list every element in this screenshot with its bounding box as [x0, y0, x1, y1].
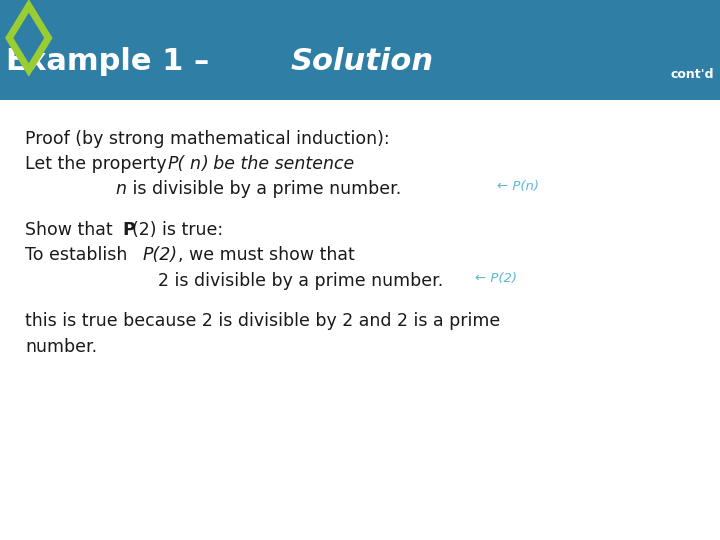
- Polygon shape: [5, 0, 53, 77]
- Text: ) be the sentence: ) be the sentence: [201, 155, 354, 173]
- Text: 2 is divisible by a prime number.: 2 is divisible by a prime number.: [158, 272, 444, 289]
- Text: ← P(2): ← P(2): [475, 272, 517, 285]
- Text: , we must show that: , we must show that: [178, 246, 354, 264]
- Text: Solution: Solution: [290, 48, 433, 77]
- Text: P(2): P(2): [143, 246, 178, 264]
- Text: n: n: [115, 180, 126, 198]
- FancyBboxPatch shape: [0, 0, 720, 100]
- Text: is divisible by a prime number.: is divisible by a prime number.: [127, 180, 401, 198]
- Text: number.: number.: [25, 338, 97, 355]
- Polygon shape: [14, 13, 44, 63]
- Text: (2) is true:: (2) is true:: [132, 221, 223, 239]
- Text: n: n: [189, 155, 200, 173]
- Text: ← P(n): ← P(n): [497, 180, 539, 193]
- Text: P: P: [122, 221, 135, 239]
- Text: To establish: To establish: [25, 246, 133, 264]
- Text: Example 1 –: Example 1 –: [6, 48, 220, 77]
- Text: P(: P(: [168, 155, 185, 173]
- Text: this is true because 2 is divisible by 2 and 2 is a prime: this is true because 2 is divisible by 2…: [25, 312, 500, 330]
- Text: Show that: Show that: [25, 221, 118, 239]
- Text: Let the property: Let the property: [25, 155, 172, 173]
- Text: Proof (by strong mathematical induction):: Proof (by strong mathematical induction)…: [25, 130, 390, 147]
- Text: cont'd: cont'd: [671, 69, 714, 82]
